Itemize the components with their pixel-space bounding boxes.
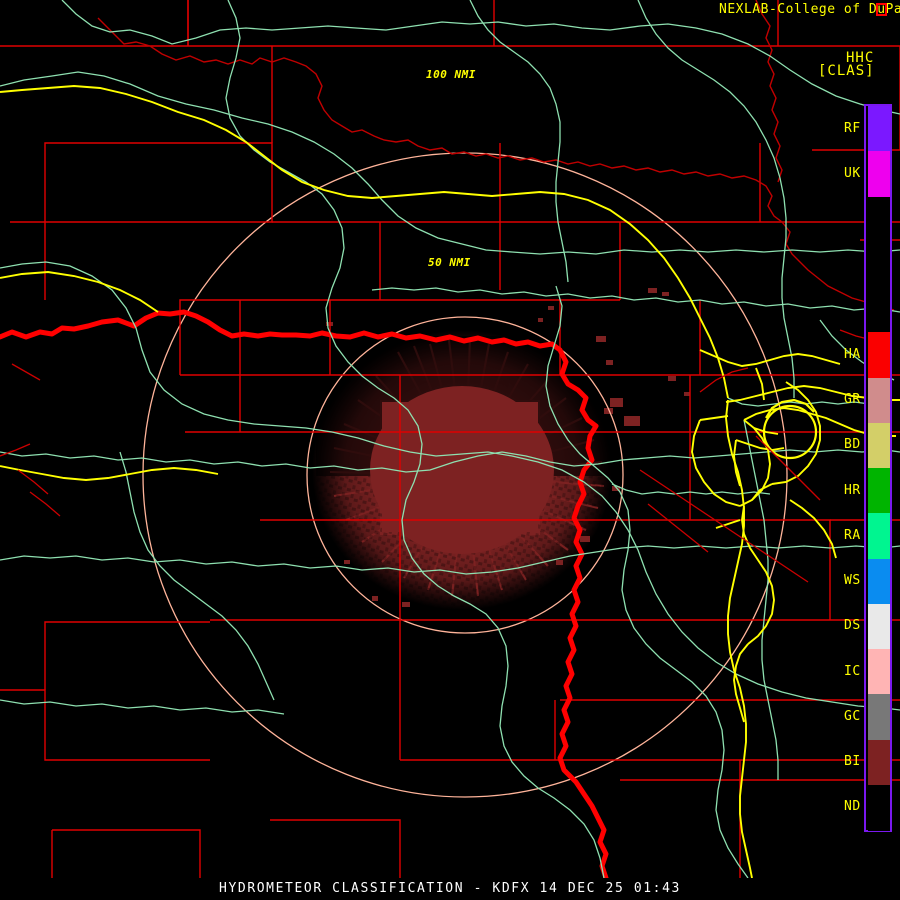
legend-swatch-gap[interactable] (868, 287, 890, 333)
page-title: NEXLAB-College of DuPage (719, 2, 900, 17)
legend-label-uk: UK (844, 165, 861, 181)
legend-swatch-bd[interactable] (868, 422, 890, 469)
legend-swatch-ra[interactable] (868, 513, 890, 560)
legend-label-bi: BI (844, 754, 861, 770)
secondary-red-roads (0, 329, 889, 583)
legend-swatch-rf[interactable] (868, 106, 890, 152)
legend-label-ws: WS (844, 573, 861, 589)
status-bar (0, 878, 900, 900)
range-ring-label-100: 100 NMI (426, 68, 476, 81)
range-ring-50nmi (306, 316, 624, 634)
legend-swatch-ha[interactable] (868, 332, 890, 379)
product-code-label: HHC (846, 50, 875, 66)
classification-colorbar[interactable] (864, 104, 892, 832)
status-text: HYDROMETEOR CLASSIFICATION - KDFX 14 DEC… (219, 881, 681, 896)
legend-label-hr: HR (844, 482, 861, 498)
legend-label-ha: HA (844, 346, 861, 362)
legend-label-rf: RF (844, 120, 861, 136)
city-highway-cluster (762, 398, 818, 460)
legend-label-ds: DS (844, 618, 861, 634)
legend-label-ra: RA (844, 527, 861, 543)
legend-swatch-ws[interactable] (868, 558, 890, 605)
legend-swatch-gc[interactable] (868, 694, 890, 741)
legend-label-nd: ND (844, 799, 861, 815)
legend-label-gc: GC (844, 708, 861, 724)
rio-grande-detail (97, 0, 895, 311)
legend-swatch-uk[interactable] (868, 151, 890, 198)
legend-swatch-ic[interactable] (868, 649, 890, 695)
range-ring-label-50: 50 NMI (428, 256, 471, 269)
flag-box-icon (876, 3, 887, 16)
legend-swatch-nd[interactable] (868, 784, 890, 831)
legend-swatch-gr[interactable] (868, 377, 890, 424)
county-borders (0, 0, 900, 878)
legend-label-gr: GR (844, 392, 861, 408)
legend-swatch-bi[interactable] (868, 739, 890, 786)
legend-label-bd: BD (844, 437, 861, 453)
radar-echo-layer (312, 288, 690, 616)
international-border (0, 309, 609, 881)
legend-label-ic: IC (844, 663, 861, 679)
rivers-roads-layer (0, 0, 900, 879)
legend-swatch-hr[interactable] (868, 468, 890, 514)
legend-swatch-ds[interactable] (868, 603, 890, 650)
legend-swatch-gap[interactable] (868, 196, 890, 243)
product-mode-label: [CLAS] (818, 63, 875, 79)
legend-swatch-gap[interactable] (868, 241, 890, 288)
